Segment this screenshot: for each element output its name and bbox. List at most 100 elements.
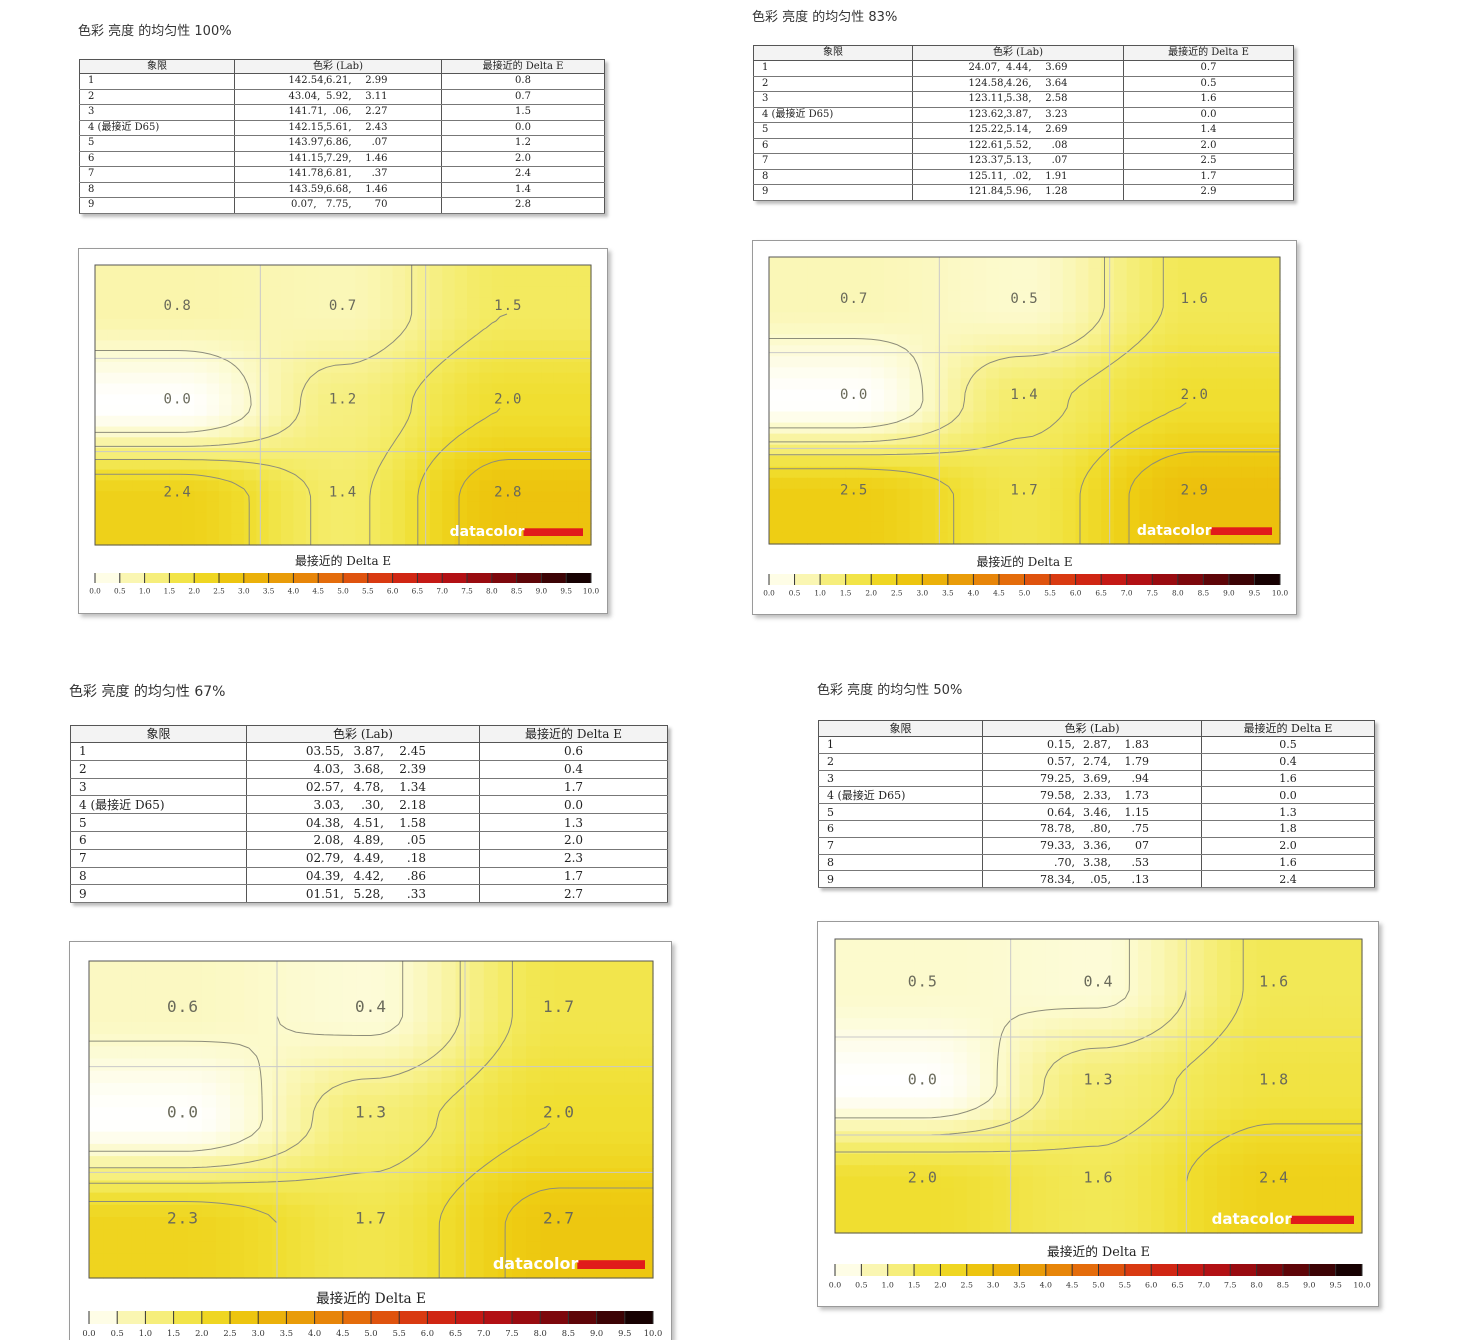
heat-cell [454, 351, 468, 363]
colorbar-tick-label: 2.0 [865, 589, 877, 598]
heat-cell [1269, 1176, 1284, 1189]
colorbar-tick-label: 3.0 [917, 589, 929, 598]
lab-cell: 121.84,5.96, 1.28 [912, 184, 1124, 201]
heat-cell [1062, 389, 1077, 402]
heat-cell [993, 984, 1007, 997]
heat-cell [230, 1204, 245, 1218]
heat-cell [1177, 301, 1192, 313]
heat-cell [103, 1070, 118, 1084]
heat-cell [206, 426, 220, 438]
heat-cell [1217, 984, 1231, 997]
heat-cell [181, 351, 195, 363]
heat-cell [922, 422, 936, 435]
cell-value-label: 1.6 [1083, 1169, 1113, 1187]
heat-cell [441, 1131, 457, 1145]
heat-cell [1241, 268, 1256, 280]
colorbar-tick-label: 10.0 [1272, 589, 1289, 598]
heat-cell [159, 961, 175, 974]
heat-cell [318, 394, 332, 406]
heat-cell [1075, 510, 1089, 523]
heat-cell [973, 455, 987, 468]
quadrant-cell: 3 [79, 104, 235, 121]
heat-cell [244, 1253, 259, 1267]
heat-cell [429, 394, 443, 406]
heat-cell [1085, 1131, 1100, 1144]
heat-cell [467, 275, 480, 288]
heat-cell [1139, 400, 1153, 413]
heat-cell [927, 984, 942, 997]
heat-cell [935, 257, 949, 269]
heat-cell [1151, 1086, 1165, 1098]
heat-cell [1241, 433, 1256, 446]
heat-cell [874, 1006, 889, 1019]
lab-a-value: .02, [1012, 170, 1032, 182]
heat-cell [371, 1143, 386, 1157]
heat-cell [103, 1180, 118, 1194]
heat-cell [454, 383, 468, 395]
heat-cell [1124, 1131, 1139, 1144]
heat-cell [973, 510, 987, 523]
heat-cell [1228, 510, 1243, 523]
heat-cell [927, 1131, 942, 1144]
heat-cell [953, 1018, 968, 1031]
heat-cell [1164, 939, 1179, 951]
heat-cell [935, 499, 949, 512]
heat-cell [131, 961, 146, 974]
heat-cell [794, 279, 808, 291]
heat-cell [883, 389, 898, 402]
heat-cell [117, 1253, 132, 1267]
heat-cell [427, 997, 443, 1011]
heat-cell [429, 448, 443, 460]
lab-cell: 141.71, .06, 2.27 [234, 104, 442, 121]
heat-cell [491, 265, 505, 277]
lab-cell: 124.58,4.26, 3.64 [912, 76, 1124, 92]
heat-cell [429, 523, 443, 535]
heat-cell [417, 361, 431, 374]
heat-cell [330, 426, 344, 438]
lab-a-value: 2.87, [1083, 738, 1111, 752]
heat-cell [582, 1156, 598, 1169]
heat-cell [305, 426, 319, 438]
heat-cell [1062, 268, 1077, 280]
heat-cell [187, 1034, 203, 1047]
colorbar-tick-label: 5.0 [1092, 1280, 1104, 1289]
heat-cell [107, 405, 121, 417]
lab-a-value: 3.36, [1083, 839, 1111, 853]
heat-cell [998, 312, 1013, 324]
heat-cell [1230, 1018, 1245, 1031]
heat-cell [441, 1009, 457, 1023]
heat-cell [624, 1192, 640, 1206]
heat-cell [300, 1131, 316, 1145]
heat-cell [1177, 1199, 1192, 1211]
heat-cell [427, 1192, 443, 1206]
heat-cell [469, 1192, 485, 1206]
heat-cell [356, 985, 372, 999]
heat-cell [243, 329, 257, 341]
heat-cell [1254, 312, 1268, 324]
heat-cell [578, 297, 592, 309]
heat-cell [554, 1095, 569, 1108]
heat-cell [1164, 995, 1179, 1008]
heat-cell [497, 1119, 513, 1133]
heat-cell [342, 1229, 358, 1243]
heat-cell [1075, 367, 1089, 380]
heat-cell [1151, 984, 1165, 997]
heat-cell [624, 1021, 640, 1035]
heat-cell [993, 939, 1007, 951]
heat-cell [1241, 532, 1256, 545]
heat-cell [201, 1204, 217, 1218]
heat-cell [1050, 488, 1064, 501]
heat-cell [935, 455, 949, 468]
heat-cell [1228, 334, 1243, 346]
heat-cell [441, 1021, 457, 1035]
heat-cell [568, 1217, 584, 1230]
heat-cell [231, 340, 245, 352]
heat-cell [896, 268, 911, 280]
heat-cell [1139, 389, 1153, 402]
heat-cell [194, 383, 208, 395]
lab-a-value: 3.38, [1083, 855, 1111, 869]
heat-cell [467, 458, 480, 471]
heat-cell [986, 334, 1000, 346]
heat-cell [820, 488, 834, 501]
colorbar-swatch [1098, 1264, 1126, 1276]
